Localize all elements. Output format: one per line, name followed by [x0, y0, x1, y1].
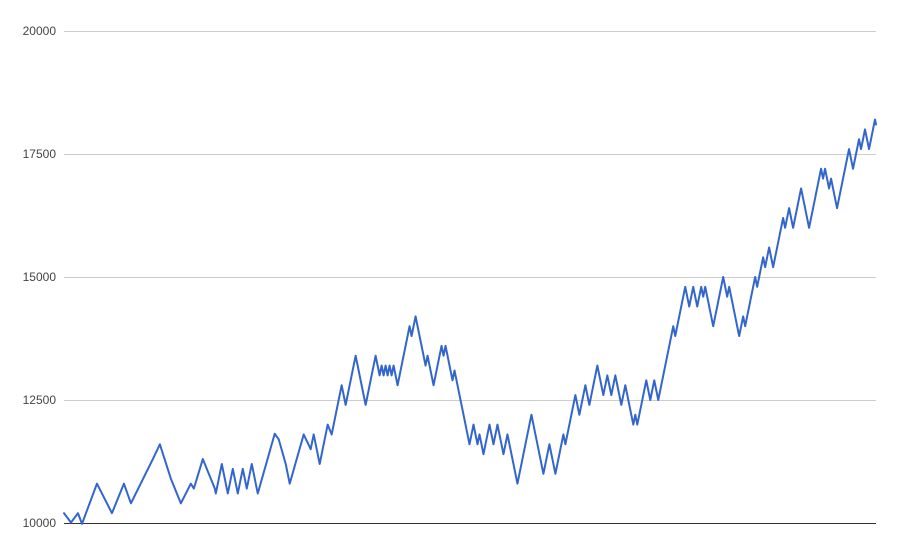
y-tick-label-10000: 10000 [23, 516, 57, 530]
y-axis-tick-labels: 10000 12500 15000 17500 20000 [23, 24, 57, 530]
y-tick-label-17500: 17500 [23, 147, 57, 161]
series-line-0 [63, 118, 877, 525]
y-tick-label-12500: 12500 [23, 393, 57, 407]
series-layer [63, 118, 877, 525]
y-tick-label-15000: 15000 [23, 270, 57, 284]
y-tick-label-20000: 20000 [23, 24, 57, 38]
gridlines [64, 31, 876, 524]
